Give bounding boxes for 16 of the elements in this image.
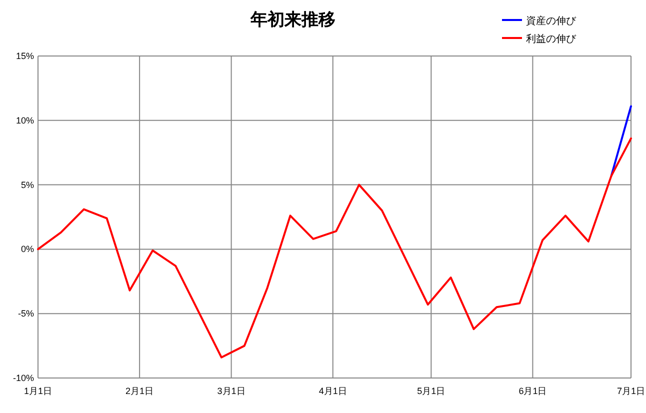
x-tick-label: 3月1日 (217, 386, 246, 396)
legend-label: 資産の伸び (526, 15, 577, 27)
x-tick-label: 2月1日 (126, 386, 154, 396)
x-tick-label: 6月1日 (518, 386, 547, 396)
y-tick-label: 0% (20, 244, 34, 254)
y-tick-label: 15% (16, 51, 34, 61)
x-tick-label: 4月1日 (318, 386, 347, 396)
y-tick-label: 10% (16, 115, 34, 126)
chart-title: 年初来推移 (250, 10, 336, 29)
y-tick-label: 5% (20, 180, 34, 190)
x-tick-label: 5月1日 (417, 386, 446, 396)
x-tick-label: 1月1日 (24, 386, 52, 396)
legend-label: 利益の伸び (526, 33, 577, 45)
y-tick-label: -10% (12, 373, 34, 383)
x-tick-label: 7月1日 (616, 386, 646, 396)
y-tick-label: -5% (18, 308, 34, 319)
